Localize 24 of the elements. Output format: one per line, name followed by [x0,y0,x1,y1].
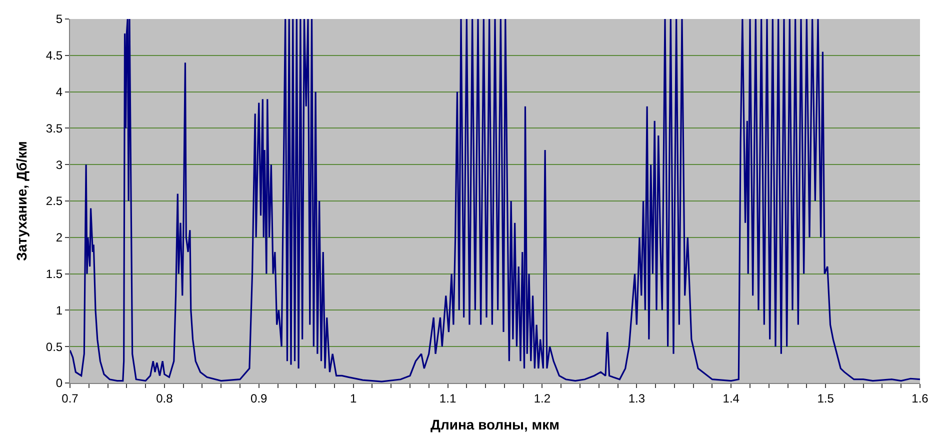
x-tick-label: 1.2 [534,391,551,406]
x-tick-label: 1.6 [912,391,929,406]
x-tick-label: 1.3 [628,391,646,406]
y-tick-label: 2 [56,230,63,245]
x-tick-label: 1.4 [722,391,740,406]
x-tick-label: 0.9 [250,391,268,406]
x-tick-label: 0.7 [62,391,79,406]
x-tick-label: 1.1 [439,391,456,406]
y-tick-label: 3 [56,158,63,172]
y-tick-label: 4.5 [46,48,63,63]
y-tick-label: 3.5 [46,121,63,136]
x-tick-label: 0.8 [156,391,174,406]
y-tick-label: 0.5 [46,340,63,354]
y-tick-label: 0 [56,376,63,390]
x-tick-label: 1.5 [817,391,834,406]
y-axis-title: Затухание, Дб/км [14,141,30,261]
y-tick-label: 2.5 [46,194,63,208]
line-series [70,19,920,382]
y-tick-label: 1 [56,303,63,318]
y-tick-label: 1.5 [46,267,63,281]
x-tick-label: 1 [350,391,357,406]
y-tick-label: 4 [56,85,63,99]
x-axis-title: Длина волны, мкм [430,416,560,433]
y-tick-label: 5 [56,12,63,26]
